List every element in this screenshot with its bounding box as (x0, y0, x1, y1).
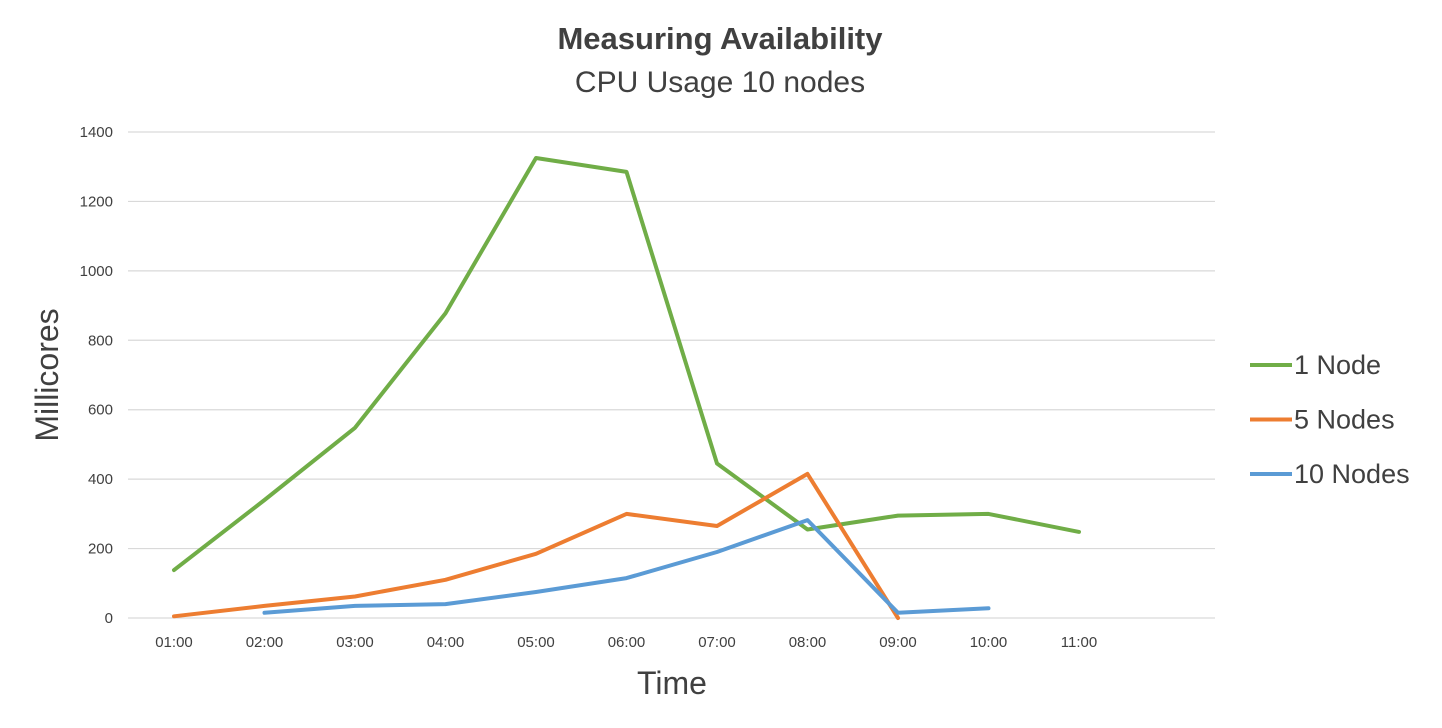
chart-title: Measuring Availability (557, 21, 883, 56)
x-tick-label: 11:00 (1061, 634, 1097, 651)
series-line-1 (172, 156, 1081, 573)
x-tick-label: 08:00 (789, 634, 827, 651)
x-tick-label: 10:00 (970, 634, 1008, 651)
y-axis-title: Millicores (29, 308, 65, 441)
legend-label: 10 Nodes (1294, 459, 1410, 489)
series-line-2 (172, 471, 900, 620)
y-tick-label: 0 (105, 610, 113, 627)
x-tick-label: 03:00 (336, 634, 374, 651)
x-tick-label: 07:00 (698, 634, 736, 651)
y-tick-label: 1200 (80, 193, 113, 210)
y-axis-ticks: 0 200 400 600 800 1000 1200 1400 (80, 124, 113, 627)
y-tick-label: 600 (88, 402, 113, 419)
y-tick-label: 400 (88, 471, 113, 488)
x-tick-label: 01:00 (155, 634, 193, 651)
x-axis-ticks: 01:00 02:00 03:00 04:00 05:00 06:00 07:00 08:00… (155, 634, 1097, 651)
x-tick-label: 04:00 (427, 634, 465, 651)
y-tick-label: 800 (88, 332, 113, 349)
y-tick-label: 1000 (80, 263, 113, 280)
x-axis-title: Time (637, 665, 707, 701)
x-tick-label: 05:00 (517, 634, 555, 651)
legend-label: 1 Node (1294, 350, 1381, 380)
legend: 1 Node 5 Nodes 10 Nodes (1250, 350, 1410, 489)
x-tick-label: 02:00 (246, 634, 284, 651)
y-tick-label: 1400 (80, 124, 113, 141)
x-tick-label: 09:00 (879, 634, 917, 651)
gridlines (128, 131, 1215, 619)
x-tick-label: 06:00 (608, 634, 646, 651)
series-lines (172, 156, 1081, 620)
y-tick-label: 200 (88, 541, 113, 558)
legend-label: 5 Nodes (1294, 405, 1395, 435)
series-line-3 (262, 518, 991, 615)
chart-subtitle: CPU Usage 10 nodes (575, 66, 865, 99)
